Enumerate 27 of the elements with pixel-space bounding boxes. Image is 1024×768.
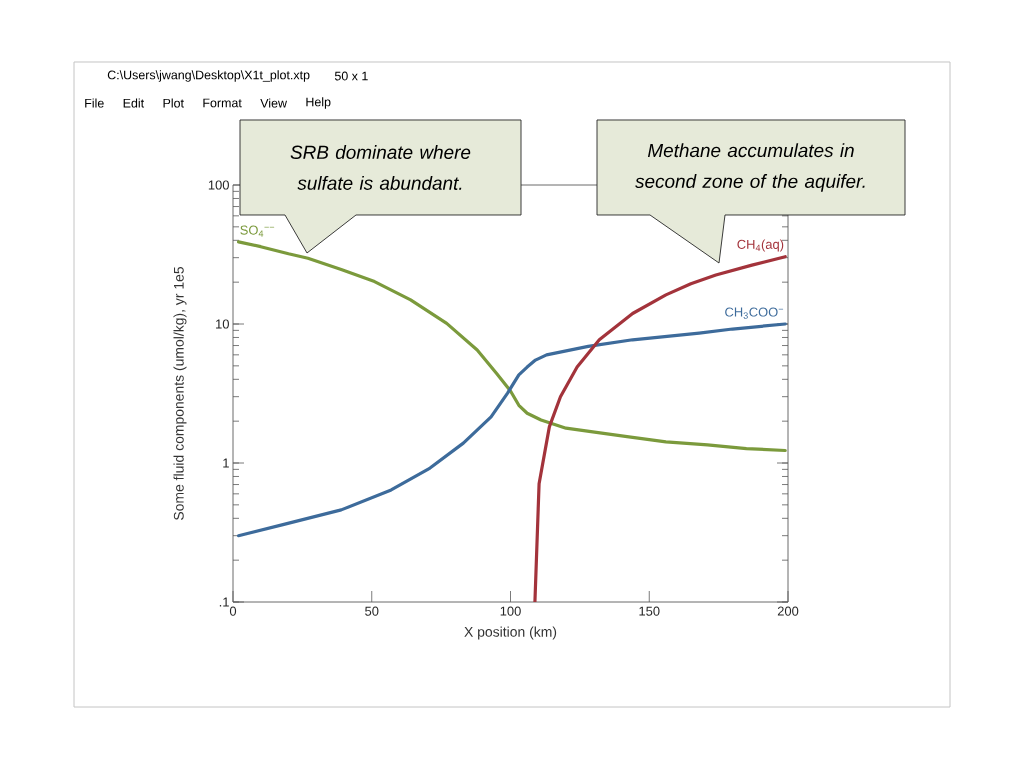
annotation: Methane accumulates in second zone of the aquifer. xyxy=(635,143,865,192)
text: Format xyxy=(203,98,242,108)
text: File xyxy=(85,98,104,108)
chart-title: C:\Users\jwang\Desktop\X1t_plot.xtp xyxy=(107,70,310,82)
text: Plot xyxy=(163,98,184,108)
text: View xyxy=(260,98,288,108)
y-tick-label: 1 xyxy=(223,458,229,468)
series-label: SO$_{4}$−− xyxy=(240,225,275,237)
line-series xyxy=(533,255,787,602)
line-series xyxy=(236,322,787,538)
x-axis-title: X position (km) xyxy=(464,626,557,640)
annotation: SRB dominate where sulfate is abundant. xyxy=(290,145,471,190)
y-tick-label: .1 xyxy=(219,597,229,607)
y-tick-label: 100 xyxy=(208,180,229,190)
series-label: CH$_{4}$(aq) xyxy=(737,239,784,252)
chart-subtitle: 50 x 1 xyxy=(334,71,368,81)
x-tick-label: 200 xyxy=(777,606,799,616)
x-tick-label: 0 xyxy=(229,606,237,616)
text: Edit xyxy=(123,98,145,108)
series-label: CH$_{3}$COO$^{−}$ xyxy=(725,307,784,319)
x-tick-label: 100 xyxy=(500,606,521,616)
line-series xyxy=(236,240,787,453)
text: Help xyxy=(306,97,331,109)
x-tick-label: 50 xyxy=(365,606,379,616)
y-axis-title: Some fluid components (umol/kg), yr 1e5 xyxy=(173,266,187,520)
x-tick-label: 150 xyxy=(639,606,660,616)
y-tick-label: 10 xyxy=(216,319,229,329)
